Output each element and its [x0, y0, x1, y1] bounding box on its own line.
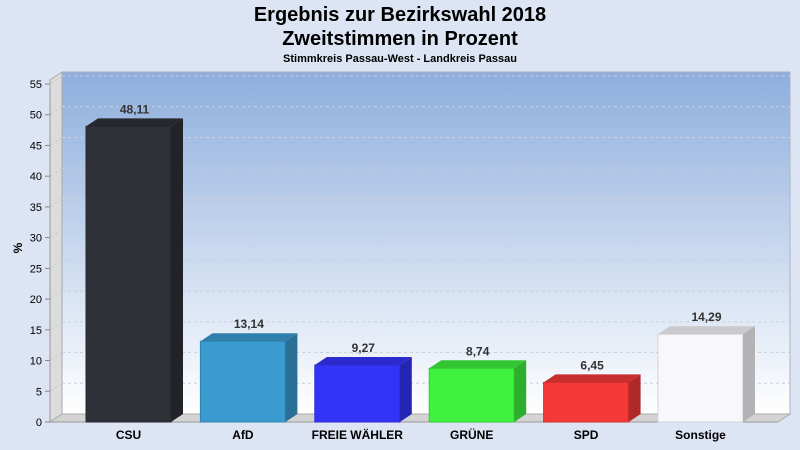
data-label: 13,14: [234, 317, 264, 331]
bar-top: [200, 333, 298, 342]
x-tick-label: GRÜNE: [450, 427, 493, 442]
data-label: 48,11: [120, 102, 150, 116]
bar-side: [628, 374, 641, 422]
x-tick-label: CSU: [116, 428, 141, 442]
gridline: [49, 106, 63, 116]
bar-top: [543, 374, 641, 383]
side-wall: [49, 71, 63, 423]
bar-sonstige: 14,29 Sonstige: [657, 310, 755, 442]
bar-front: [657, 333, 744, 423]
gridline: [49, 259, 63, 269]
y-tick-label: 50: [30, 110, 42, 122]
gridline: [49, 198, 63, 208]
y-tick-label: 45: [30, 140, 42, 152]
y-tick-label: 0: [36, 417, 42, 429]
gridline: [49, 75, 63, 85]
data-label: 8,74: [466, 344, 490, 358]
bar-side: [171, 118, 183, 423]
x-tick-label: AfD: [232, 428, 254, 442]
y-tick-label: 5: [36, 386, 42, 398]
bar-side: [743, 326, 755, 422]
bar-top: [429, 360, 527, 369]
gridline: [49, 229, 63, 239]
y-tick-label: 40: [30, 171, 42, 183]
data-label: 14,29: [691, 310, 721, 324]
bar-side: [285, 333, 298, 422]
y-tick-label: 30: [30, 233, 42, 245]
bar-top: [86, 118, 183, 127]
y-tick-label: 25: [30, 263, 42, 275]
y-tick-label: 15: [30, 325, 42, 337]
bar-freie-wähler: 9,27 FREIE WÄHLER: [312, 341, 412, 442]
gridline: [49, 321, 63, 331]
chart-subtitle: Zweitstimmen in Prozent: [282, 28, 518, 50]
bar-top: [314, 357, 412, 366]
chart-title: Ergebnis zur Bezirkswahl 2018: [253, 4, 547, 26]
data-label: 9,27: [352, 341, 376, 355]
gridline: [49, 352, 63, 361]
x-tick-label: Sonstige: [675, 428, 726, 442]
gridline: [49, 167, 63, 177]
data-label: 6,45: [580, 358, 604, 372]
y-tick-label: 20: [30, 294, 42, 306]
bar-csu: 48,11 CSU: [85, 102, 183, 442]
chart-caption: Stimmkreis Passau-West - Landkreis Passa…: [283, 53, 517, 65]
bar-side: [514, 360, 527, 422]
bar-side: [399, 357, 412, 422]
gridline: [49, 137, 63, 146]
bar-top: [658, 326, 755, 335]
y-axis-label: %: [11, 242, 25, 253]
bar-front: [428, 367, 515, 423]
bar-grüne: 8,74 GRÜNE: [428, 344, 527, 442]
bar-front: [85, 125, 172, 423]
bar-afd: 13,14 AfD: [199, 317, 298, 442]
bar-spd: 6,45 SPD: [543, 358, 641, 442]
x-tick-label: FREIE WÄHLER: [312, 427, 404, 442]
gridline: [49, 382, 63, 392]
y-tick-label: 35: [30, 202, 42, 214]
bar-front: [314, 364, 401, 423]
gridline: [49, 290, 63, 300]
y-tick-label: 10: [30, 356, 42, 368]
bar-front: [543, 381, 630, 423]
x-tick-label: SPD: [574, 428, 599, 442]
y-tick-label: 55: [30, 79, 42, 91]
bar-front: [199, 340, 286, 423]
